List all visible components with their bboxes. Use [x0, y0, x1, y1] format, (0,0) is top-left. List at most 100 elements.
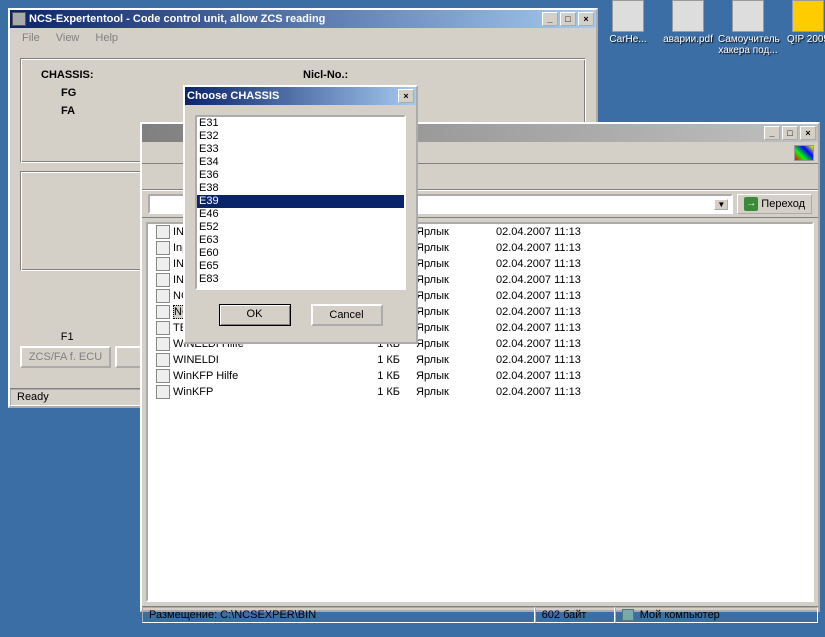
file-size: 1 КБ	[348, 384, 408, 400]
fkey-button-f1[interactable]: ZCS/FA f. ECU	[20, 346, 111, 368]
menu-view[interactable]: View	[48, 30, 88, 46]
ncs-menubar: FileViewHelp	[10, 28, 596, 48]
file-icon	[156, 385, 170, 399]
file-type: Ярлык	[408, 288, 488, 304]
go-arrow-icon: →	[744, 197, 758, 211]
ncs-title: NCS-Expertentool - Code control unit, al…	[29, 13, 325, 25]
computer-icon	[622, 609, 634, 621]
chassis-option[interactable]: E39	[197, 195, 404, 208]
file-date: 02.04.2007 11:13	[488, 336, 812, 352]
file-name: WinKFP Hilfe	[173, 370, 238, 382]
file-size: 1 КБ	[348, 368, 408, 384]
file-type: Ярлык	[408, 336, 488, 352]
desktop-icon[interactable]: QIP 2005	[778, 0, 825, 45]
go-button[interactable]: → Переход	[737, 194, 812, 214]
desktop-icon[interactable]: аварии.pdf	[658, 0, 718, 45]
cancel-button[interactable]: Cancel	[311, 304, 383, 326]
windows-flag-icon	[794, 145, 814, 161]
file-type: Ярлык	[408, 368, 488, 384]
chassis-listbox[interactable]: E31E32E33E34E36E38E39E46E52E63E60E65E83	[195, 115, 406, 290]
chassis-option[interactable]: E33	[197, 143, 404, 156]
minimize-button[interactable]: _	[764, 126, 780, 140]
file-icon	[156, 241, 170, 255]
chassis-label: CHASSIS:	[41, 69, 303, 81]
file-icon	[156, 257, 170, 271]
file-icon	[156, 353, 170, 367]
file-type: Ярлык	[408, 272, 488, 288]
chassis-option[interactable]: E60	[197, 247, 404, 260]
ncs-titlebar[interactable]: NCS-Expertentool - Code control unit, al…	[10, 10, 596, 28]
chassis-option[interactable]: E65	[197, 260, 404, 273]
file-date: 02.04.2007 11:13	[488, 368, 812, 384]
ok-button[interactable]: OK	[219, 304, 291, 326]
minimize-button[interactable]: _	[542, 12, 558, 26]
file-type: Ярлык	[408, 384, 488, 400]
file-type: Ярлык	[408, 240, 488, 256]
file-icon	[156, 369, 170, 383]
file-date: 02.04.2007 11:13	[488, 320, 812, 336]
icon-label: аварии.pdf	[658, 34, 718, 45]
close-button[interactable]: ×	[398, 89, 414, 103]
close-button[interactable]: ×	[800, 126, 816, 140]
status-location: Мой компьютер	[615, 607, 818, 623]
file-type: Ярлык	[408, 224, 488, 240]
file-icon	[156, 273, 170, 287]
dialog-title: Choose CHASSIS	[187, 90, 279, 102]
close-button[interactable]: ×	[578, 12, 594, 26]
icon-label: CarHe...	[598, 34, 658, 45]
file-row[interactable]: WINELDI 1 КБЯрлык02.04.2007 11:13	[148, 352, 812, 368]
file-type: Ярлык	[408, 320, 488, 336]
chassis-option[interactable]: E36	[197, 169, 404, 182]
chassis-option[interactable]: E52	[197, 221, 404, 234]
icon-label: Самоучитель хакера под...	[718, 34, 778, 56]
file-name: WinKFP	[173, 386, 213, 398]
file-date: 02.04.2007 11:13	[488, 224, 812, 240]
chassis-option[interactable]: E32	[197, 130, 404, 143]
nickno-label: Nicl-No.:	[303, 69, 565, 81]
address-dropdown-icon[interactable]: ▼	[714, 199, 728, 210]
file-icon	[156, 305, 170, 319]
app-icon	[612, 0, 644, 32]
go-label: Переход	[761, 198, 805, 210]
dialog-titlebar[interactable]: Choose CHASSIS ×	[185, 87, 416, 105]
chassis-option[interactable]: E83	[197, 273, 404, 286]
file-type: Ярлык	[408, 256, 488, 272]
file-icon	[156, 289, 170, 303]
file-date: 02.04.2007 11:13	[488, 352, 812, 368]
choose-chassis-dialog: Choose CHASSIS × E31E32E33E34E36E38E39E4…	[183, 85, 418, 344]
file-row[interactable]: WinKFP Hilfe 1 КБЯрлык02.04.2007 11:13	[148, 368, 812, 384]
file-date: 02.04.2007 11:13	[488, 288, 812, 304]
app-icon	[732, 0, 764, 32]
file-date: 02.04.2007 11:13	[488, 240, 812, 256]
file-date: 02.04.2007 11:13	[488, 304, 812, 320]
menu-file[interactable]: File	[14, 30, 48, 46]
app-icon	[672, 0, 704, 32]
maximize-button[interactable]: □	[782, 126, 798, 140]
file-name: WINELDI	[173, 354, 219, 366]
file-icon	[156, 225, 170, 239]
status-size: 602 байт	[535, 607, 615, 623]
file-type: Ярлык	[408, 352, 488, 368]
desktop-icon[interactable]: CarHe...	[598, 0, 658, 45]
fkey-label-f1: F1	[20, 331, 114, 343]
maximize-button[interactable]: □	[560, 12, 576, 26]
file-type: Ярлык	[408, 304, 488, 320]
icon-label: QIP 2005	[778, 34, 825, 45]
app-icon	[792, 0, 824, 32]
chassis-option[interactable]: E46	[197, 208, 404, 221]
file-icon	[156, 321, 170, 335]
chassis-option[interactable]: E31	[197, 117, 404, 130]
file-date: 02.04.2007 11:13	[488, 272, 812, 288]
desktop-icon[interactable]: Самоучитель хакера под...	[718, 0, 778, 56]
ncs-app-icon	[12, 12, 26, 26]
file-row[interactable]: WinKFP 1 КБЯрлык02.04.2007 11:13	[148, 384, 812, 400]
status-path: Размещение: C:\NCSEXPER\BIN	[142, 607, 535, 623]
file-icon	[156, 337, 170, 351]
chassis-option[interactable]: E63	[197, 234, 404, 247]
file-date: 02.04.2007 11:13	[488, 384, 812, 400]
chassis-option[interactable]: E34	[197, 156, 404, 169]
chassis-option[interactable]: E38	[197, 182, 404, 195]
file-date: 02.04.2007 11:13	[488, 256, 812, 272]
file-size: 1 КБ	[348, 352, 408, 368]
menu-help[interactable]: Help	[87, 30, 126, 46]
